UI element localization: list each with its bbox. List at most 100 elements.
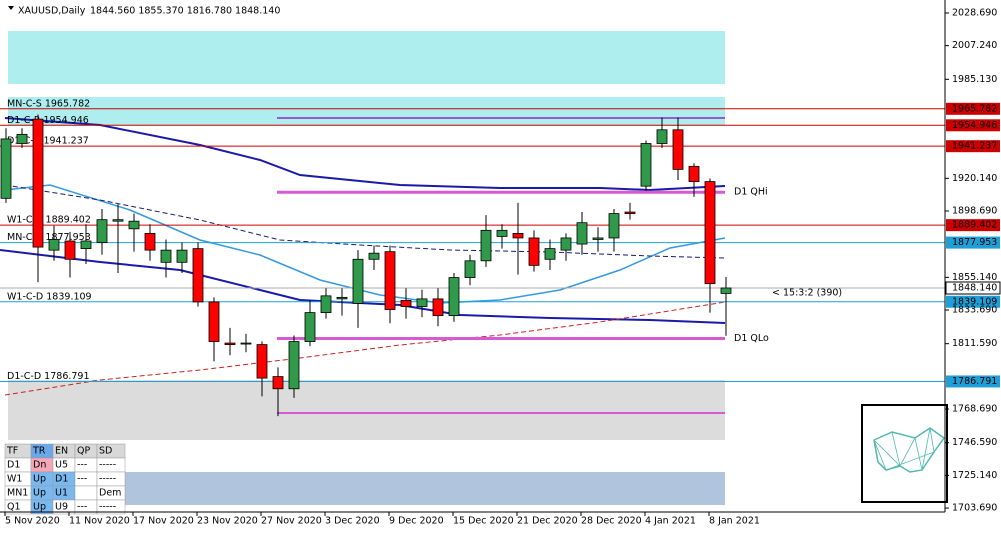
candle-body	[240, 342, 252, 345]
price-box	[946, 119, 1000, 132]
table-cell	[74, 485, 98, 501]
candle-body	[112, 219, 124, 222]
candle-body	[304, 312, 316, 342]
zone	[8, 472, 725, 505]
price-box	[946, 295, 1000, 308]
table-text: D1	[55, 474, 68, 485]
x-tick-label: 4 Jan 2021	[645, 516, 696, 527]
table-text: -----	[99, 502, 116, 513]
table-text: TF	[6, 446, 18, 457]
quarter-label: D1 QLo	[734, 333, 769, 344]
level-label: MN-C-S 1965.782	[7, 98, 90, 109]
moving-average	[4, 184, 726, 304]
level-label: W1-C-D 1839.109	[7, 291, 92, 302]
candle-body	[0, 138, 12, 199]
y-tick-label: 1746.590	[952, 437, 997, 448]
table-text: Up	[33, 488, 46, 499]
candle-body	[672, 129, 684, 170]
candle-body	[96, 219, 108, 243]
table-text: SD	[99, 446, 112, 457]
candle-body	[464, 260, 476, 278]
level-label: W1-C-R 1889.402	[7, 215, 91, 226]
table-text: U9	[55, 502, 68, 513]
price-box-label: 1954.946	[952, 120, 997, 131]
moving-average	[4, 184, 726, 259]
price-box-label: 1889.402	[952, 220, 997, 231]
candle-body	[688, 165, 700, 182]
y-tick-label: 1898.690	[952, 206, 997, 217]
candle-body	[544, 248, 556, 260]
candle-body	[256, 344, 268, 379]
x-tick-label: 9 Dec 2020	[389, 516, 444, 527]
logo-bear	[873, 427, 935, 471]
candle-body	[128, 220, 140, 230]
candle-body	[448, 277, 460, 317]
x-tick-label: 27 Nov 2020	[261, 516, 322, 527]
x-tick-label: 15 Dec 2020	[453, 516, 514, 527]
table-text: TR	[32, 446, 46, 457]
level-label: D1-C-R 1954.946	[7, 115, 89, 126]
candle-body	[224, 342, 236, 345]
level-label: D1-C-R 1941.237	[7, 136, 89, 147]
candle-body	[176, 249, 188, 263]
table-text: QP	[77, 446, 90, 457]
y-tick-label: 1833.690	[952, 305, 997, 316]
candle-body	[336, 296, 348, 300]
x-tick-label: 5 Nov 2020	[5, 516, 60, 527]
moving-average	[4, 301, 726, 396]
x-tick-label: 11 Nov 2020	[69, 516, 130, 527]
x-tick-label: 28 Dec 2020	[581, 516, 642, 527]
price-box	[946, 236, 1000, 249]
logo-bear	[873, 427, 946, 473]
x-tick-label: 17 Nov 2020	[133, 516, 194, 527]
table-text: Up	[33, 474, 46, 485]
candle-body	[592, 237, 604, 240]
candle-body	[432, 298, 444, 317]
candle-body	[528, 237, 540, 266]
table-text: -----	[99, 460, 116, 471]
candle-body	[576, 222, 588, 245]
table-text: Q1	[7, 502, 21, 513]
table-text: D1	[7, 460, 20, 471]
zone	[8, 97, 725, 125]
price-box	[946, 375, 1000, 388]
last-bar: 1844.560 1855.370 1816.780 1848.140	[90, 6, 280, 17]
x-tick-label: 8 Jan 2021	[709, 516, 760, 527]
candle-body	[656, 129, 668, 144]
price-box-label: 1941.237	[952, 141, 997, 152]
candle-body	[720, 287, 732, 294]
candle-body	[416, 298, 428, 307]
candle-body	[384, 251, 396, 310]
table-cell	[96, 499, 126, 515]
price-box	[946, 102, 1000, 115]
table-text: -----	[99, 474, 116, 485]
candle-body	[608, 213, 620, 239]
candle-body	[320, 295, 332, 313]
table-text: ---	[77, 474, 87, 485]
zone	[8, 380, 725, 440]
price-box-label: 1839.109	[952, 296, 997, 307]
menu-arrow[interactable]	[8, 6, 14, 10]
y-tick-label: 1855.140	[952, 272, 997, 283]
table-text: MN1	[7, 488, 28, 499]
x-tick-label: 23 Nov 2020	[197, 516, 258, 527]
table-text: ---	[77, 502, 87, 513]
candle-body	[192, 248, 204, 303]
level-label: MN-C-R 1877.953	[7, 232, 91, 243]
candles	[0, 114, 732, 417]
candle-body	[560, 237, 572, 251]
candle-body	[624, 211, 636, 214]
candle-body	[208, 301, 220, 342]
price-box-label: 1786.791	[952, 376, 997, 387]
candle-body	[160, 249, 172, 263]
candle-body	[640, 143, 652, 187]
candle-body	[480, 229, 492, 262]
levels: MN-C-S 1965.782 1965.782 D1-C-R 1954.946 19…	[0, 98, 1001, 388]
candle-body	[512, 232, 524, 239]
price-box-label: 1965.782	[952, 103, 997, 114]
ratio-note: < 15:3:2 (390)	[772, 288, 842, 299]
y-tick-label: 1811.590	[952, 338, 997, 349]
